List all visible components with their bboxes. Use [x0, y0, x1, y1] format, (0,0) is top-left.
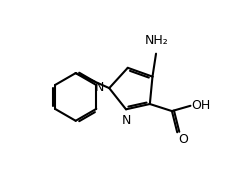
Text: N: N	[122, 114, 132, 127]
Text: O: O	[178, 133, 188, 146]
Text: OH: OH	[191, 99, 211, 112]
Text: NH₂: NH₂	[145, 34, 168, 47]
Text: N: N	[95, 81, 104, 94]
